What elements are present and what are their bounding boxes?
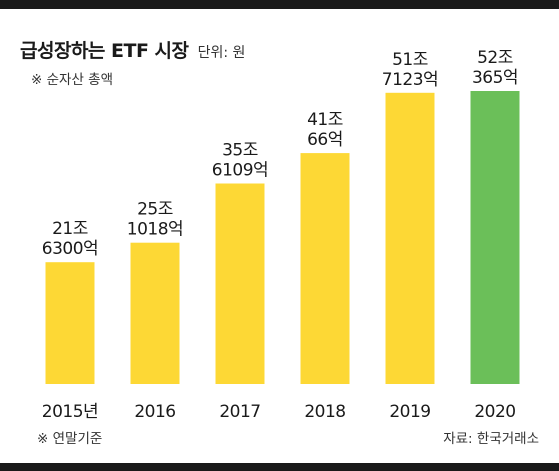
source-label: 자료: 한국거래소 <box>443 431 539 447</box>
chart-title: 급성장하는 ETF 시장 <box>20 40 189 62</box>
data-label-5-1: 365억 <box>472 68 518 88</box>
data-label-2-1: 6109억 <box>212 161 268 181</box>
bar-5 <box>470 91 520 384</box>
x-tick-label-0: 2015년 <box>42 402 98 422</box>
x-tick-label-1: 2016 <box>134 402 175 422</box>
bar-1 <box>130 242 180 384</box>
x-tick-label-4: 2019 <box>389 402 430 422</box>
subtitle-note: ※ 순자산 총액 <box>31 72 113 88</box>
data-label-0-0: 21조 <box>52 219 88 239</box>
data-label-1-0: 25조 <box>137 200 173 220</box>
data-label-5-0: 52조 <box>477 48 513 68</box>
bottom-rule <box>0 463 559 471</box>
data-label-1-1: 1018억 <box>127 220 183 240</box>
data-label-4-0: 51조 <box>392 50 428 70</box>
data-label-0-1: 6300억 <box>42 239 98 259</box>
footnote: ※ 연말기준 <box>37 431 103 447</box>
bar-4 <box>385 92 435 385</box>
x-tick-label-5: 2020 <box>474 402 515 422</box>
unit-label: 단위: 원 <box>197 45 246 61</box>
x-tick-label-2: 2017 <box>219 402 260 422</box>
bar-3 <box>300 153 350 384</box>
data-label-2-0: 35조 <box>222 141 258 161</box>
title-row: 급성장하는 ETF 시장 단위: 원 <box>20 36 245 63</box>
x-tick-label-3: 2018 <box>304 402 345 422</box>
bar-0 <box>45 262 95 384</box>
bar-2 <box>215 183 265 384</box>
data-label-3-0: 41조 <box>307 110 343 130</box>
data-label-4-1: 7123억 <box>382 70 438 90</box>
top-rule <box>0 0 559 9</box>
data-label-3-1: 66억 <box>307 130 343 150</box>
